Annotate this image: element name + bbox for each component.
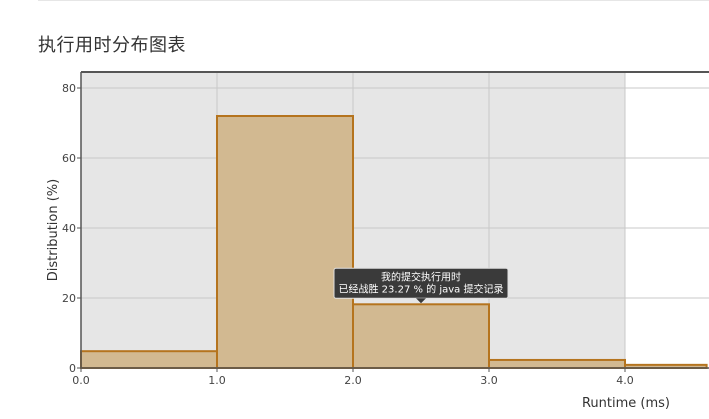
y-tick-label: 60 [62,152,76,165]
x-tick-label: 2.0 [344,374,362,387]
y-axis-label: Distribution (%) [46,179,61,281]
tooltip-pointer [416,298,426,304]
y-tick-label: 80 [62,82,76,95]
x-tick-label: 4.0 [616,374,634,387]
y-tick-label: 0 [69,362,76,375]
x-tick-label: 1.0 [208,374,226,387]
page-title: 执行用时分布图表 [38,35,186,56]
tooltip-line-1: 我的提交执行用时 [381,270,461,283]
histogram-bar [216,115,354,369]
histogram-bar [352,303,490,369]
y-tick-label: 40 [62,222,76,235]
x-axis-label: Runtime (ms) [582,396,670,411]
histogram-bar [488,358,626,370]
x-tick-label: 3.0 [480,374,498,387]
tooltip-line-2: 已经战胜 23.27 % 的 java 提交记录 [339,282,504,295]
top-divider [38,0,709,1]
histogram-bar [80,350,218,370]
x-tick-label: 0.0 [72,374,90,387]
plot-layer: 0 20 40 60 80 0.0 1.0 2.0 3.0 4.0 [62,71,709,387]
y-tick-label: 20 [62,292,76,305]
